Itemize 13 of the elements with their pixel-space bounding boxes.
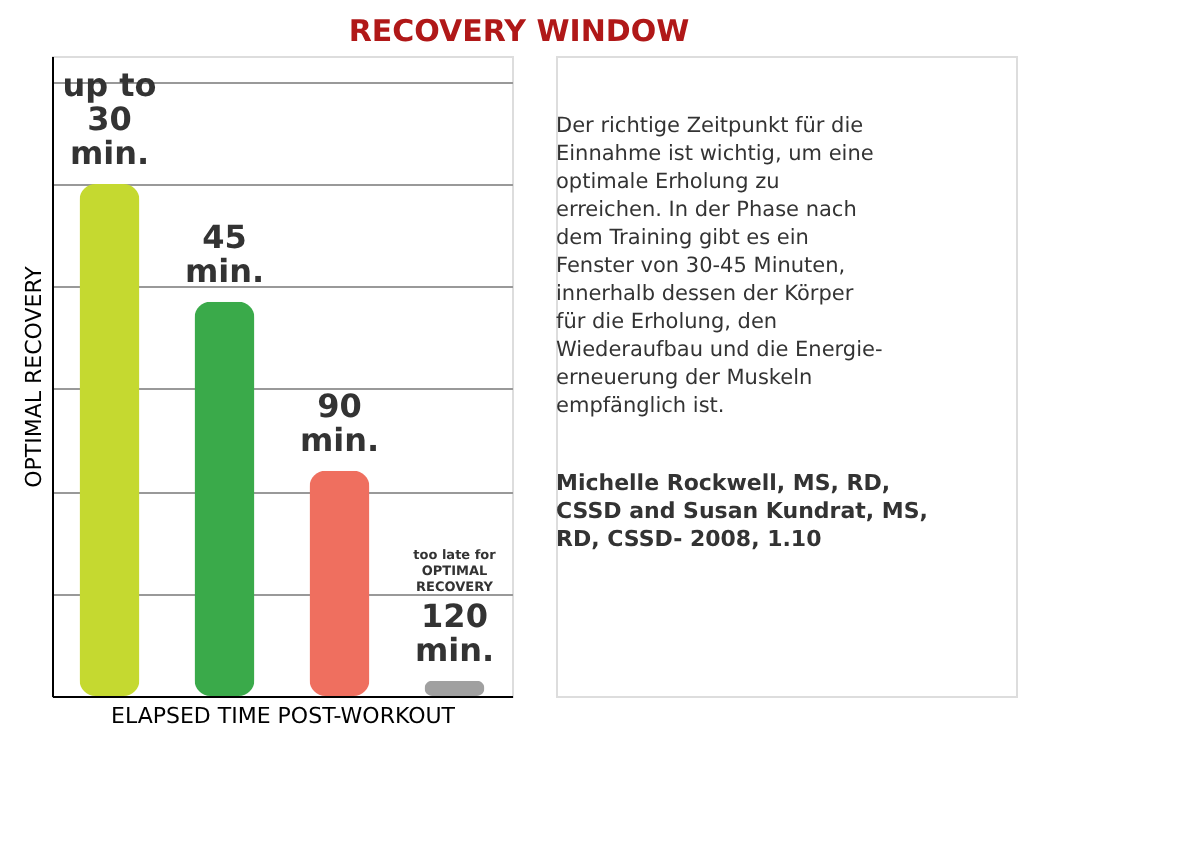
bar	[79, 184, 140, 696]
x-axis-title: ELAPSED TIME POST-WORKOUT	[110, 703, 456, 729]
x-tick-label: up to 30 min.	[62, 66, 157, 172]
x-tick-label: 45 min.	[184, 217, 265, 290]
text: Michelle Rockwell, MS, RD, CSSD and Susan Kundrat, MS, RD, CSSD- 2008, 1.10	[556, 470, 928, 552]
text: Der richtige Zeitpunkt für die Einnahme ist wichtig, um eine optimale Erholung zu erreichen. In der Phase nach dem Training gibt es ein Fenster von 30-45 Minuten, innerhalb dessen der Körper für die Erholung, den Wiederaufbau und die Energie-erneuerung der Muskeln empfänglich ist.	[556, 114, 883, 418]
bar	[194, 301, 255, 696]
x-tick-label: 120 min.	[414, 596, 495, 669]
chart-title: RECOVERY WINDOW	[348, 13, 691, 49]
y-axis-title: OPTIMAL RECOVERY	[21, 265, 47, 488]
x-tick-label: 90 min.	[299, 386, 380, 459]
bar	[424, 680, 485, 696]
bar	[309, 470, 370, 696]
